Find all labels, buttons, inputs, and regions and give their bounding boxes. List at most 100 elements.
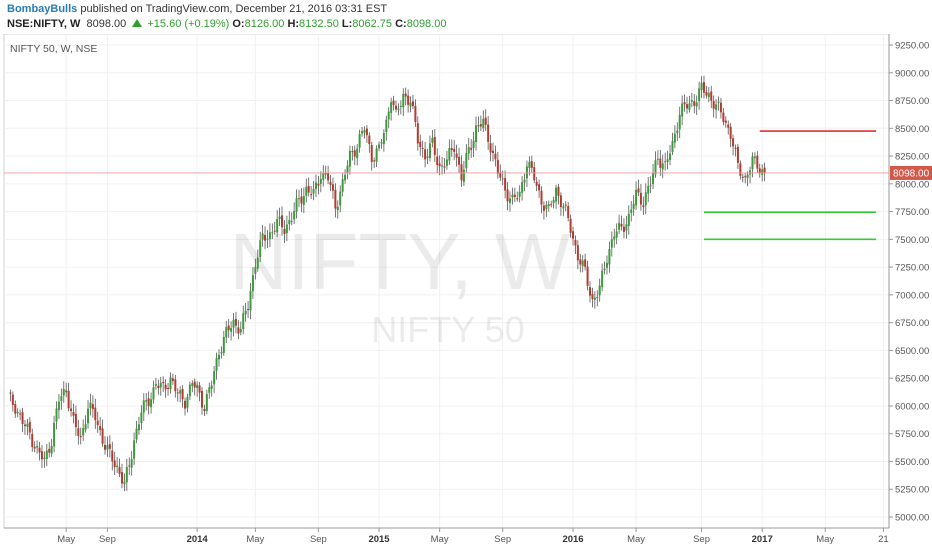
last-price-tag-label: 8098.00 <box>893 168 930 179</box>
y-tick-label: 5750.00 <box>895 429 929 440</box>
candle-body <box>518 191 521 197</box>
candle-body <box>712 101 715 109</box>
symbol-label[interactable]: NSE:NIFTY, W <box>7 18 81 30</box>
candle-body <box>65 390 68 393</box>
candle-body <box>254 266 257 274</box>
candle-body <box>57 401 60 411</box>
candle-body <box>736 146 739 163</box>
candle-body <box>542 205 545 211</box>
candle-body <box>225 327 228 338</box>
candle-body <box>152 387 155 400</box>
close-value: 8098.00 <box>406 18 447 30</box>
candle-body <box>652 172 655 185</box>
candle-body <box>581 260 584 267</box>
candle-body <box>455 153 458 158</box>
candle-body <box>329 181 332 185</box>
candle-body <box>753 156 756 159</box>
y-tick-label: 8750.00 <box>895 96 929 107</box>
candle-body <box>99 426 102 431</box>
candle-body <box>247 308 250 310</box>
candle-body <box>259 240 262 258</box>
candle-body <box>557 186 560 196</box>
candle-body <box>193 381 196 388</box>
candle-body <box>538 184 541 191</box>
candle-body <box>169 377 172 390</box>
candle-body <box>741 176 744 178</box>
candle-body <box>307 185 310 193</box>
candle-body <box>295 198 298 212</box>
price-chart[interactable]: NIFTY, W NIFTY 50 9250.00 9000.00 8750.00 8… <box>0 34 932 550</box>
candle-body <box>361 131 364 134</box>
candle-body <box>261 233 264 240</box>
candle-body <box>598 285 601 296</box>
candle-body <box>288 220 291 225</box>
candle-body <box>142 400 145 413</box>
candle-body <box>644 192 647 206</box>
candle-body <box>715 104 718 110</box>
y-tick-label: 7000.00 <box>895 290 929 301</box>
candle-body <box>625 224 628 231</box>
candle-body <box>472 140 475 149</box>
candle-body <box>191 383 194 387</box>
candle-body <box>281 215 284 228</box>
candle-body <box>104 445 106 450</box>
y-tick-label: 7500.00 <box>895 235 929 246</box>
candle-body <box>179 390 182 394</box>
candle-body <box>87 408 90 424</box>
candle-body <box>147 398 150 407</box>
candle-body <box>213 371 216 385</box>
author-link[interactable]: BombayBulls <box>7 3 78 15</box>
candle-body <box>620 223 623 227</box>
candle-body <box>264 235 267 241</box>
candle-body <box>399 105 402 107</box>
candle-body <box>232 319 235 328</box>
candle-body <box>368 135 371 145</box>
x-tick-label: 2017 <box>752 534 773 545</box>
candle-body <box>559 195 562 207</box>
candle-body <box>433 137 436 155</box>
candle-body <box>744 176 747 178</box>
x-tick-label: May <box>816 534 834 545</box>
candle-body <box>378 144 381 149</box>
horizontal-lines[interactable] <box>703 130 877 241</box>
x-tick-label: Sep <box>310 534 327 545</box>
candle-body <box>230 328 233 332</box>
candles <box>9 75 766 492</box>
candle-body <box>521 182 524 193</box>
candle-body <box>639 192 642 205</box>
candle-body <box>727 124 730 128</box>
candle-body <box>60 396 63 402</box>
candle-body <box>402 93 405 108</box>
candle-body <box>113 460 116 468</box>
candle-body <box>266 238 269 240</box>
candle-body <box>567 205 570 219</box>
candle-body <box>101 428 104 444</box>
x-tick-label: May <box>431 534 449 545</box>
candle-body <box>351 151 354 153</box>
candle-body <box>327 172 330 181</box>
candle-body <box>596 296 599 299</box>
up-arrow-icon <box>132 19 143 27</box>
candle-body <box>441 165 444 167</box>
candle-body <box>33 446 36 449</box>
candle-body <box>642 205 645 208</box>
candle-body <box>84 424 87 430</box>
candle-body <box>564 204 567 206</box>
candle-body <box>108 444 111 449</box>
candle-body <box>627 213 630 226</box>
low-value: 8062.75 <box>352 18 393 30</box>
candle-body <box>579 259 582 265</box>
candle-body <box>48 448 51 453</box>
candle-body <box>702 82 705 93</box>
y-tick-label: 6500.00 <box>895 346 929 357</box>
candle-body <box>610 239 613 248</box>
candle-body <box>695 102 698 107</box>
candle-body <box>268 232 271 240</box>
candle-body <box>438 163 441 167</box>
chart-header: BombayBulls published on TradingView.com… <box>0 0 932 34</box>
candle-body <box>145 400 148 402</box>
candle-body <box>222 336 225 353</box>
candle-body <box>317 183 320 186</box>
watermark: NIFTY, W NIFTY 50 <box>230 217 571 350</box>
candle-body <box>659 158 662 168</box>
